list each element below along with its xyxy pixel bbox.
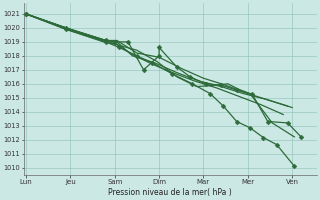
X-axis label: Pression niveau de la mer( hPa ): Pression niveau de la mer( hPa ): [108, 188, 232, 197]
